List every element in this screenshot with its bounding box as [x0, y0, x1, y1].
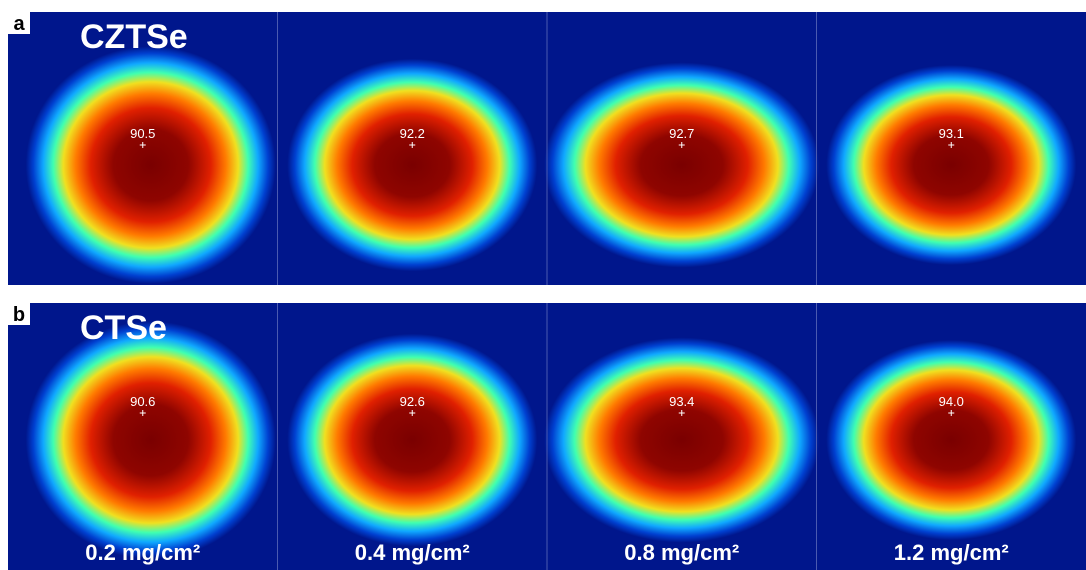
heatmap-blob: [826, 340, 1076, 540]
figure: 90.5 92.2 92.7 93.1 a CZTSe 90.6 92.6 93.4 94.0 b C…: [0, 0, 1086, 570]
heatmap-blob: [26, 321, 276, 559]
value-label: 93.4: [669, 394, 694, 409]
value-label: 93.1: [939, 126, 964, 141]
heatmap-blob: [287, 334, 537, 547]
value-label: 92.7: [669, 126, 694, 141]
dose-label: 1.2 mg/cm²: [894, 540, 1009, 565]
value-label: 90.5: [130, 126, 155, 141]
value-label: 92.2: [400, 126, 425, 141]
heatmap-blob: [826, 65, 1076, 265]
panel-letter: a: [13, 13, 25, 35]
value-label: 90.6: [130, 394, 155, 409]
dose-label: 0.4 mg/cm²: [355, 540, 470, 565]
panel-letter: b: [13, 304, 25, 326]
panel-title: CZTSe: [80, 18, 188, 56]
panel-title: CTSe: [80, 309, 167, 347]
dose-label: 0.2 mg/cm²: [85, 540, 200, 565]
value-label: 94.0: [939, 394, 964, 409]
dose-label: 0.8 mg/cm²: [624, 540, 739, 565]
heatmap-blob: [544, 338, 819, 543]
value-label: 92.6: [400, 394, 425, 409]
heatmap-blob: [287, 59, 537, 272]
heatmap-blob: [26, 46, 276, 284]
heatmap-blob: [544, 63, 819, 268]
